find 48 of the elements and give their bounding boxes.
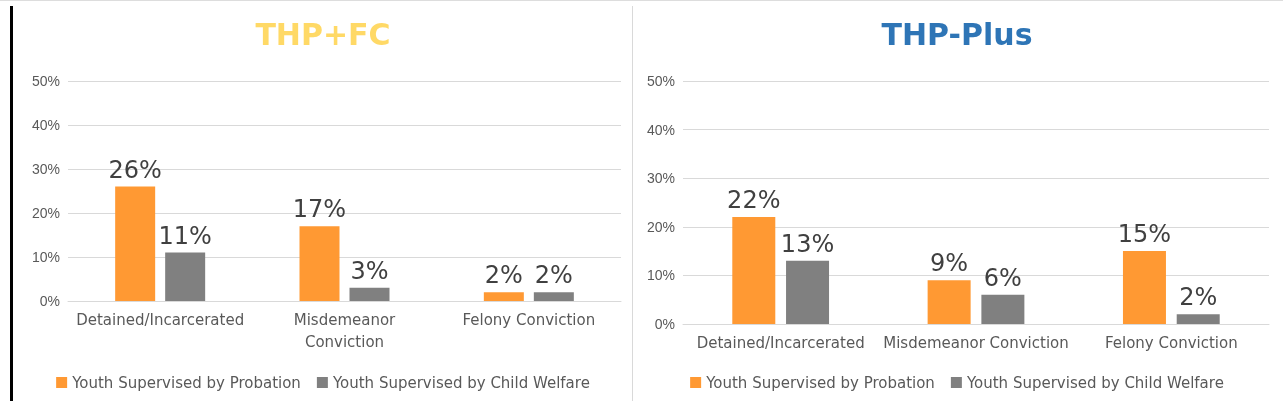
y-tick-label: 20% [646, 218, 675, 235]
chart-title: THP+FC [255, 16, 391, 52]
bar [115, 186, 156, 301]
data-label: 3% [350, 256, 389, 285]
bar [165, 252, 206, 301]
data-label: 11% [158, 221, 212, 250]
y-tick-label: 30% [646, 170, 675, 187]
y-tick-label: 0% [39, 293, 60, 309]
bar [732, 217, 776, 324]
legend-label: Youth Supervised by Probation [71, 373, 301, 392]
x-tick-label: Felony Conviction [462, 311, 596, 329]
bar [1122, 251, 1166, 324]
x-tick-label: Misdemeanor Conviction [293, 311, 397, 351]
y-tick-label: 40% [646, 121, 675, 138]
y-tick-label: 10% [31, 249, 60, 265]
data-label: 17% [292, 195, 347, 224]
bar [349, 287, 390, 301]
y-tick-label: 30% [31, 161, 60, 177]
bar [786, 260, 830, 324]
bar [1176, 314, 1220, 324]
data-label: 15% [1117, 220, 1172, 249]
y-tick-label: 20% [31, 205, 60, 221]
y-tick-label: 0% [654, 316, 675, 332]
data-label: 2% [534, 261, 573, 290]
legend-label: Youth Supervised by Probation [705, 373, 935, 392]
data-label: 6% [983, 263, 1022, 292]
data-label: 9% [930, 249, 969, 278]
bar [981, 294, 1025, 324]
data-label: 22% [727, 186, 781, 215]
data-label: 2% [1179, 283, 1218, 312]
bar [299, 226, 340, 301]
bar [483, 292, 524, 301]
x-tick-label: Misdemeanor Conviction [883, 334, 1069, 352]
x-tick-label: Detained/Incarcerated [76, 311, 245, 329]
legend-label: Youth Supervised by Child Welfare [965, 373, 1224, 392]
y-tick-label: 50% [646, 73, 675, 89]
y-tick-label: 40% [31, 117, 60, 133]
bar [927, 280, 971, 324]
chart-title: THP-Plus [881, 16, 1033, 52]
bar [533, 292, 574, 301]
x-tick-label: Detained/Incarcerated [696, 334, 865, 352]
x-tick-label: Felony Conviction [1104, 334, 1238, 352]
data-label: 13% [780, 229, 835, 258]
legend-label: Youth Supervised by Child Welfare [331, 373, 590, 392]
data-label: 26% [108, 155, 162, 184]
y-tick-label: 10% [646, 267, 675, 284]
y-tick-label: 50% [31, 73, 60, 89]
data-label: 2% [484, 261, 523, 290]
